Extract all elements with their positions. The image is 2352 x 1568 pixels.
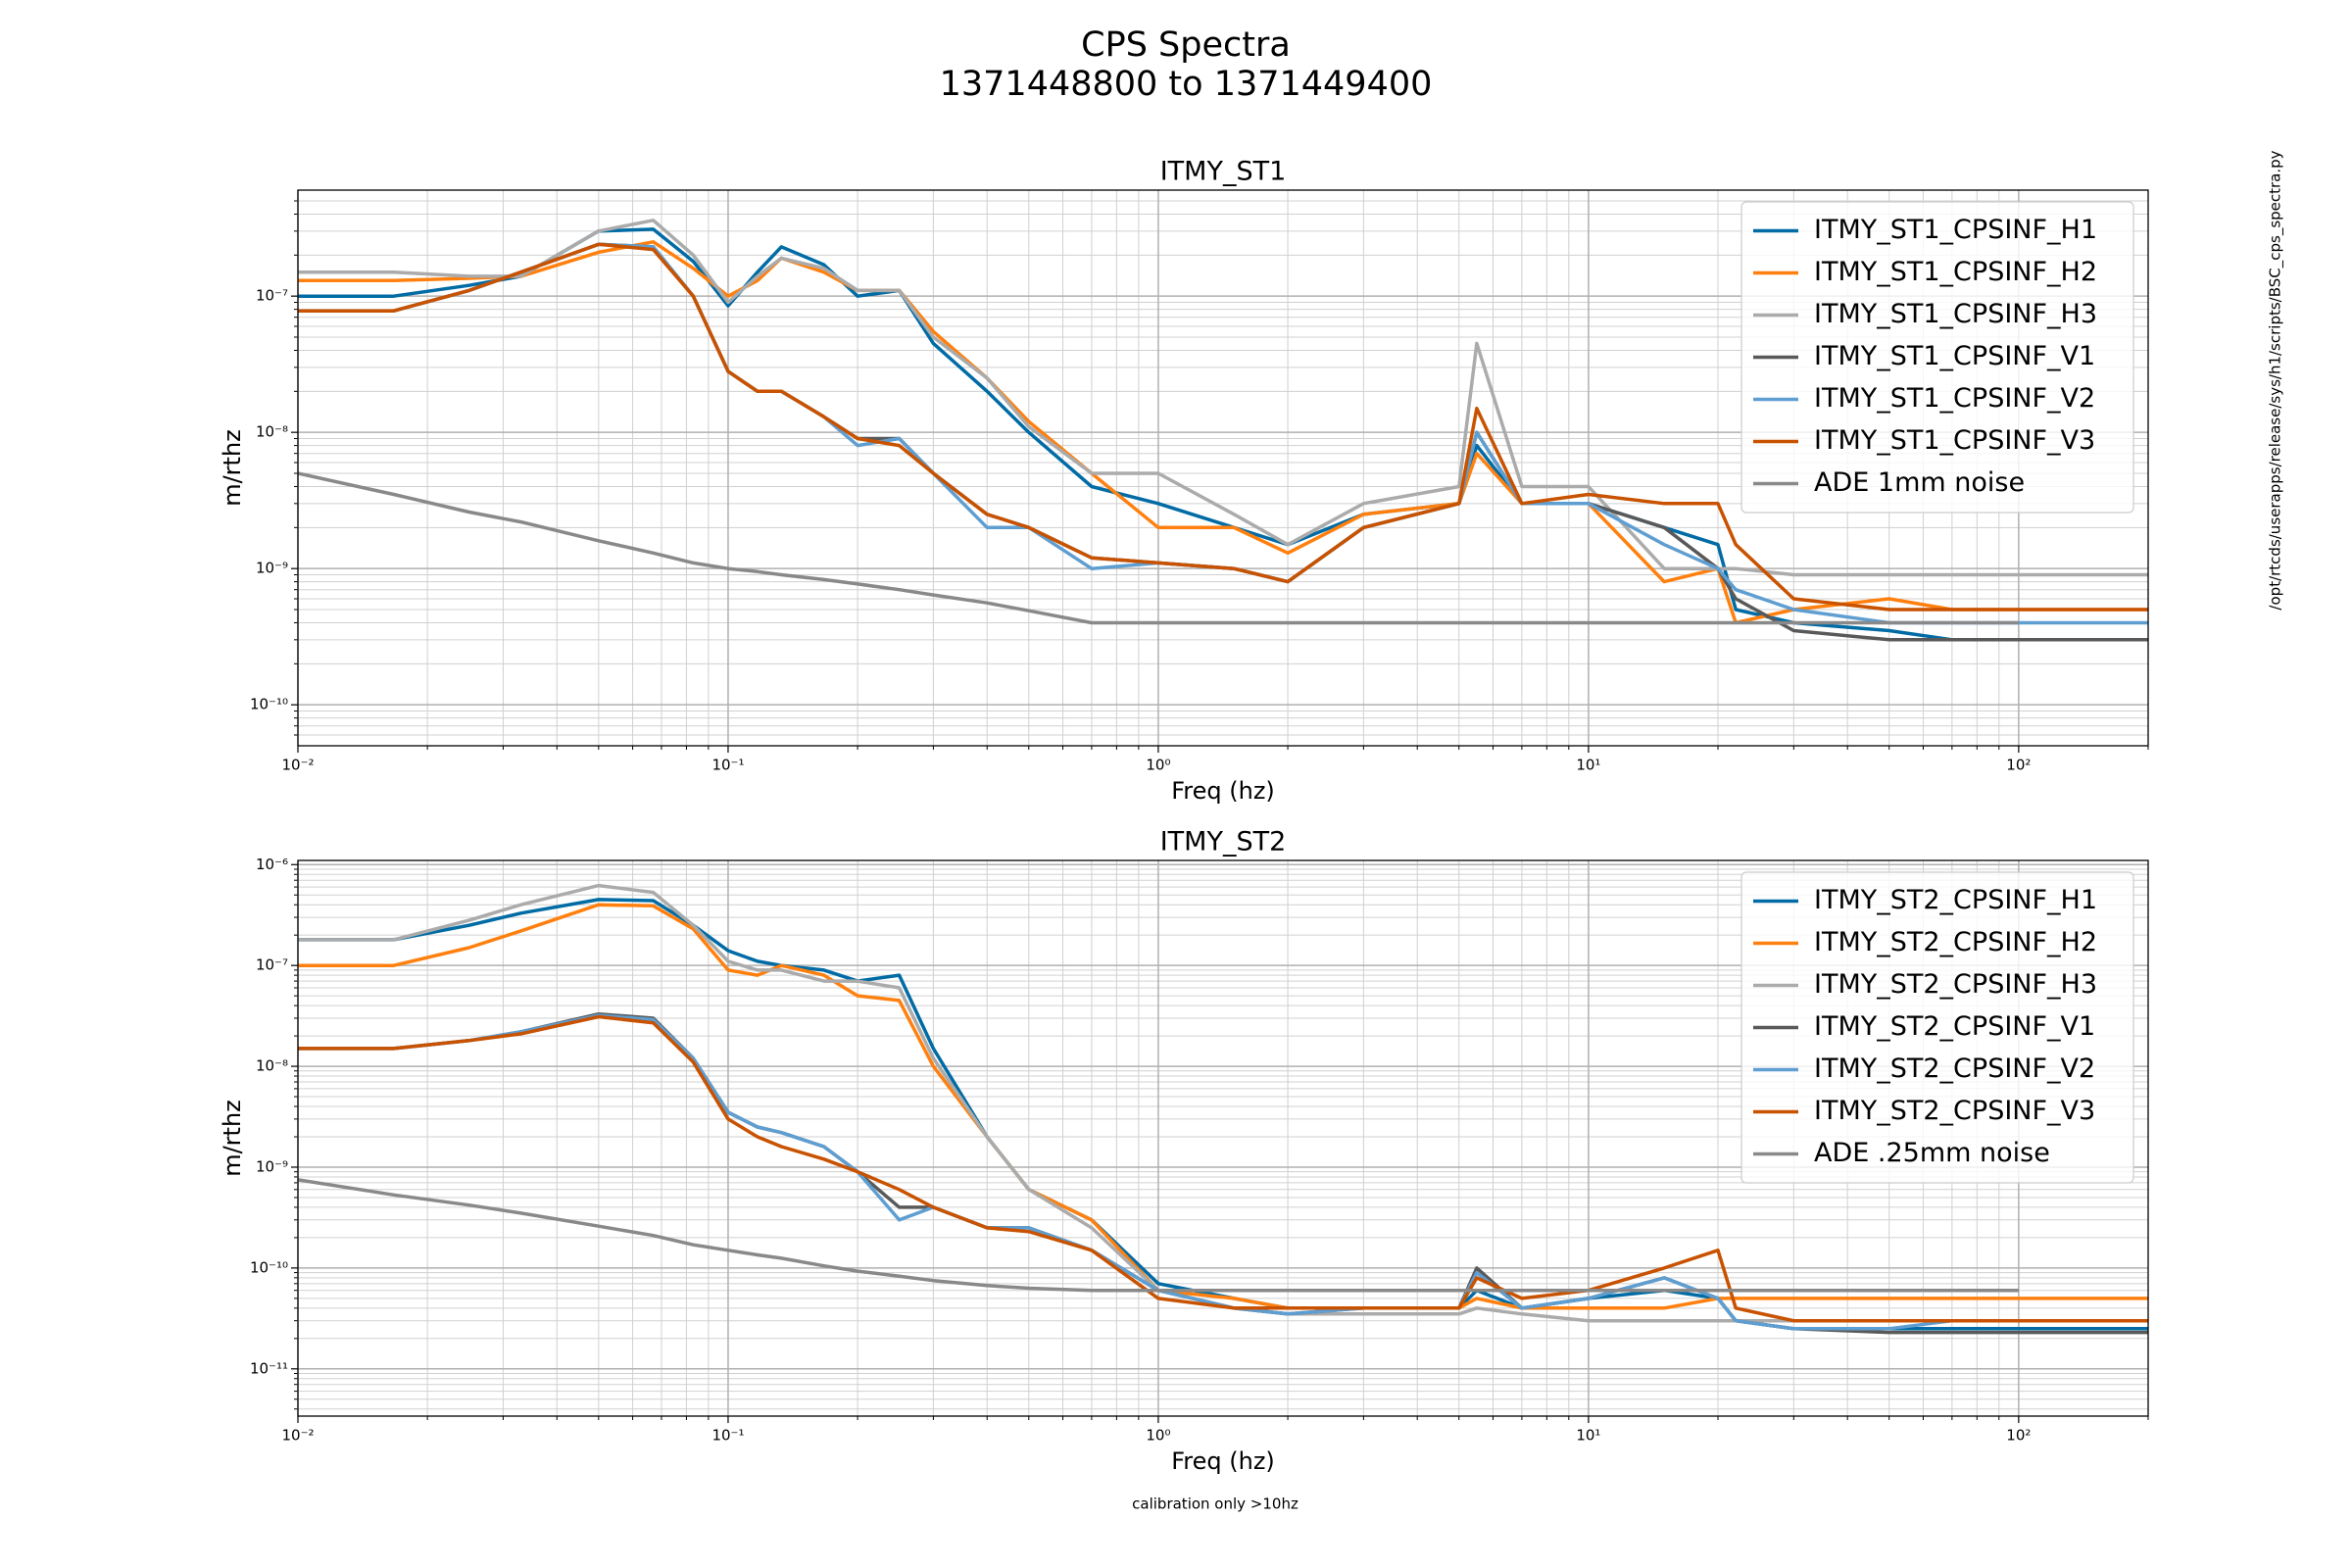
y-tick-label: 10⁻¹⁰ xyxy=(250,696,288,713)
legend-label: ADE .25mm noise xyxy=(1814,1138,2050,1168)
legend-label: ITMY_ST2_CPSINF_H2 xyxy=(1814,927,2097,957)
series-line xyxy=(298,471,2019,625)
series-line xyxy=(298,1178,2019,1293)
legend-label: ITMY_ST1_CPSINF_V3 xyxy=(1814,425,2095,456)
footnote: calibration only >10hz xyxy=(1132,1495,1298,1513)
legend-label: ITMY_ST1_CPSINF_H2 xyxy=(1814,257,2097,287)
legend-box xyxy=(1740,871,2134,1184)
legend-box xyxy=(1740,201,2134,514)
x-axis-label: Freq (hz) xyxy=(1171,777,1275,805)
axes-frame xyxy=(297,189,2149,747)
y-tick-label: 10⁻⁷ xyxy=(256,287,288,305)
figure-title: CPS Spectra xyxy=(1081,25,1291,65)
y-tick-label: 10⁻⁹ xyxy=(256,560,288,577)
subplot-title: ITMY_ST1 xyxy=(1160,157,1287,187)
subplot-title: ITMY_ST2 xyxy=(1160,827,1287,858)
side-note: /opt/rtcds/userapps/release/sys/h1/scrip… xyxy=(2267,150,2285,610)
y-tick-label: 10⁻⁷ xyxy=(256,956,288,974)
x-tick-label: 10⁰ xyxy=(1146,757,1170,774)
series-line xyxy=(298,883,2148,1323)
x-tick-label: 10¹ xyxy=(1576,1427,1600,1445)
x-axis-label: Freq (hz) xyxy=(1171,1447,1275,1475)
y-tick-label: 10⁻⁹ xyxy=(256,1157,288,1175)
series-line xyxy=(298,219,2148,577)
series-line xyxy=(298,242,2148,612)
legend-label: ITMY_ST2_CPSINF_V3 xyxy=(1814,1096,2095,1126)
legend-label: ITMY_ST1_CPSINF_V1 xyxy=(1814,341,2095,371)
x-tick-label: 10⁻¹ xyxy=(711,1427,744,1445)
y-tick-label: 10⁻⁸ xyxy=(256,1057,288,1075)
x-tick-label: 10⁻¹ xyxy=(711,757,744,774)
legend-label: ITMY_ST2_CPSINF_V2 xyxy=(1814,1054,2095,1084)
legend-label: ITMY_ST1_CPSINF_H3 xyxy=(1814,299,2097,329)
legend-label: ITMY_ST2_CPSINF_H1 xyxy=(1814,885,2097,915)
axes-frame xyxy=(297,859,2149,1417)
legend-label: ADE 1mm noise xyxy=(1814,467,2025,498)
legend: ITMY_ST2_CPSINF_H1 ITMY_ST2_CPSINF_H2 ITMY… xyxy=(1740,871,2134,1184)
subplot: 10⁻² 10⁻¹ 10⁰ 10¹ 10² 10⁻¹¹ 10⁻¹⁰ 10⁻⁹ 10⁻⁸ 10⁻⁷ 1… xyxy=(219,827,2149,1475)
y-tick-label: 10⁻⁶ xyxy=(256,856,288,873)
y-axis-label: m/rthz xyxy=(219,429,246,507)
legend: ITMY_ST1_CPSINF_H1 ITMY_ST1_CPSINF_H2 ITMY… xyxy=(1740,201,2134,514)
y-tick-label: 10⁻¹¹ xyxy=(250,1359,288,1377)
x-tick-label: 10² xyxy=(2006,1427,2031,1445)
y-tick-label: 10⁻¹⁰ xyxy=(250,1258,288,1276)
figure-subtitle: 1371448800 to 1371449400 xyxy=(940,65,1433,104)
series-line xyxy=(298,903,2148,1310)
x-tick-label: 10⁻² xyxy=(281,757,314,774)
legend-label: ITMY_ST2_CPSINF_V1 xyxy=(1814,1011,2095,1042)
legend-label: ITMY_ST2_CPSINF_H3 xyxy=(1814,969,2097,1000)
legend-label: ITMY_ST1_CPSINF_V2 xyxy=(1814,383,2095,414)
y-tick-label: 10⁻⁸ xyxy=(256,423,288,441)
x-tick-label: 10⁻² xyxy=(281,1427,314,1445)
legend-label: ITMY_ST1_CPSINF_H1 xyxy=(1814,215,2097,245)
x-tick-label: 10⁰ xyxy=(1146,1427,1170,1445)
y-axis-label: m/rthz xyxy=(219,1100,246,1177)
subplot: 10⁻² 10⁻¹ 10⁰ 10¹ 10² 10⁻¹⁰ 10⁻⁹ 10⁻⁸ 10⁻⁷ ITMY_S… xyxy=(219,157,2149,805)
x-tick-label: 10¹ xyxy=(1576,757,1600,774)
x-tick-label: 10² xyxy=(2006,757,2031,774)
